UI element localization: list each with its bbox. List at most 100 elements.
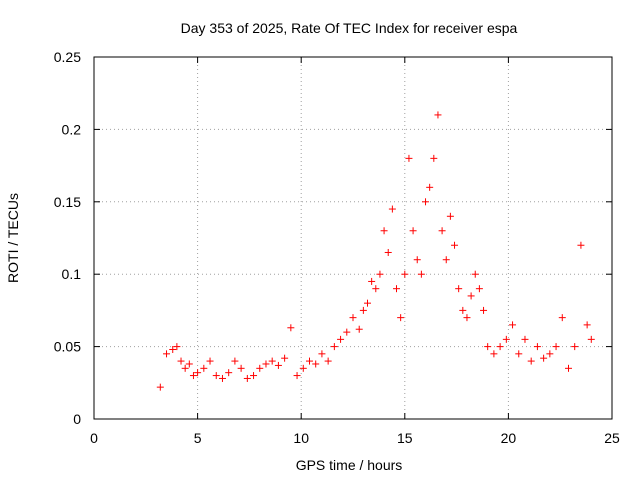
y-tick-label: 0.1 — [62, 266, 82, 282]
data-point — [376, 270, 384, 278]
data-point — [250, 372, 258, 380]
data-point — [312, 360, 320, 368]
data-point — [509, 321, 517, 329]
data-point — [397, 314, 405, 322]
data-point — [156, 383, 164, 391]
axis-ticks: 0 5 10 15 20 25 0 0.05 0.1 0.15 0.2 0.25 — [54, 49, 620, 446]
data-point — [388, 205, 396, 213]
data-point — [372, 285, 380, 293]
x-tick-label: 5 — [194, 430, 202, 446]
data-point — [475, 285, 483, 293]
data-point — [368, 277, 376, 285]
y-tick-label: 0.2 — [62, 121, 82, 137]
data-point — [206, 357, 214, 365]
data-point — [455, 285, 463, 293]
data-point — [163, 350, 171, 358]
x-tick-label: 0 — [90, 430, 98, 446]
data-point — [463, 314, 471, 322]
data-point — [299, 364, 307, 372]
data-point — [194, 369, 202, 377]
y-tick-label: 0.25 — [54, 49, 81, 65]
data-point — [318, 350, 326, 358]
x-tick-label: 25 — [604, 430, 620, 446]
data-point — [434, 111, 442, 119]
data-point — [484, 343, 492, 351]
data-point — [349, 314, 357, 322]
data-point — [169, 345, 177, 353]
data-point — [471, 270, 479, 278]
x-tick-label: 15 — [397, 430, 413, 446]
chart-title: Day 353 of 2025, Rate Of TEC Index for r… — [181, 20, 518, 36]
data-point — [393, 285, 401, 293]
y-tick-label: 0 — [73, 411, 81, 427]
data-point — [274, 361, 282, 369]
data-point — [293, 372, 301, 380]
data-point — [243, 374, 251, 382]
data-point — [324, 357, 332, 365]
y-tick-label: 0.15 — [54, 194, 81, 210]
data-point — [380, 227, 388, 235]
data-point — [502, 335, 510, 343]
data-point — [533, 343, 541, 351]
data-point — [401, 270, 409, 278]
data-point — [405, 154, 413, 162]
data-point — [173, 343, 181, 351]
data-point — [268, 357, 276, 365]
data-point — [446, 212, 454, 220]
data-point — [438, 227, 446, 235]
data-point — [552, 343, 560, 351]
data-point — [355, 325, 363, 333]
data-point — [409, 227, 417, 235]
data-point — [177, 357, 185, 365]
gridlines — [94, 57, 612, 419]
data-point — [212, 372, 220, 380]
data-point — [451, 241, 459, 249]
data-point — [181, 364, 189, 372]
data-point — [521, 335, 529, 343]
data-point — [422, 198, 430, 206]
data-point — [587, 335, 595, 343]
data-point — [467, 292, 475, 300]
data-points — [156, 111, 595, 391]
data-point — [583, 321, 591, 329]
data-point — [237, 364, 245, 372]
data-point — [490, 350, 498, 358]
data-point — [577, 241, 585, 249]
data-point — [442, 256, 450, 264]
data-point — [459, 306, 467, 314]
data-point — [430, 154, 438, 162]
data-point — [546, 350, 554, 358]
data-point — [343, 328, 351, 336]
data-point — [256, 364, 264, 372]
data-point — [330, 343, 338, 351]
data-point — [200, 364, 208, 372]
data-point — [540, 354, 548, 362]
data-point — [185, 360, 193, 368]
data-point — [262, 360, 270, 368]
data-point — [384, 248, 392, 256]
data-point — [571, 343, 579, 351]
data-point — [218, 374, 226, 382]
data-point — [564, 364, 572, 372]
data-point — [305, 357, 313, 365]
x-tick-label: 20 — [501, 430, 517, 446]
y-tick-label: 0.05 — [54, 339, 81, 355]
x-tick-label: 10 — [293, 430, 309, 446]
data-point — [281, 354, 289, 362]
data-point — [231, 357, 239, 365]
data-point — [515, 350, 523, 358]
y-axis-label: ROTI / TECUs — [5, 193, 21, 283]
data-point — [359, 306, 367, 314]
plot-area-border — [93, 56, 613, 420]
data-point — [527, 357, 535, 365]
data-point — [225, 369, 233, 377]
data-point — [287, 324, 295, 332]
data-point — [417, 270, 425, 278]
data-point — [364, 299, 372, 307]
data-point — [413, 256, 421, 264]
x-axis-label: GPS time / hours — [296, 457, 403, 473]
data-point — [558, 314, 566, 322]
data-point — [426, 183, 434, 191]
